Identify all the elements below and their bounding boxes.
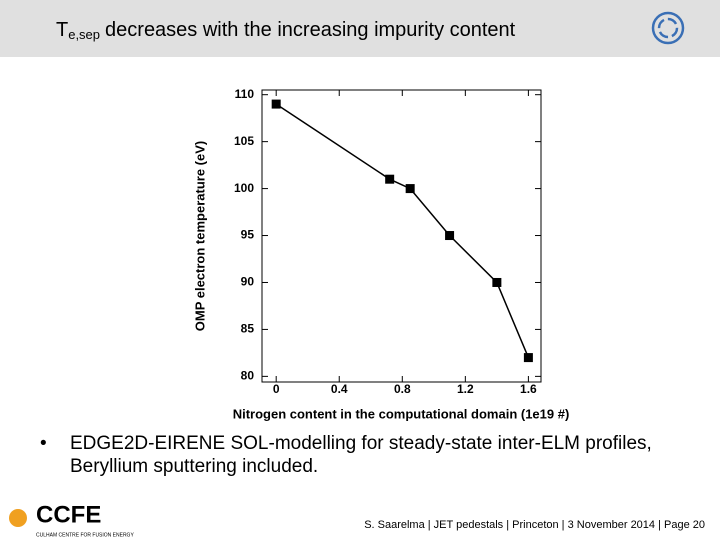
x-tick-label: 0 — [273, 382, 280, 396]
marker — [445, 231, 455, 241]
y-tick-label: 95 — [241, 228, 255, 242]
plot-frame — [261, 89, 542, 383]
logo-subtext: CULHAM CENTRE FOR FUSION ENERGY — [36, 532, 134, 538]
line — [275, 103, 530, 358]
footer-text: S. Saarelma | JET pedestals | Princeton … — [364, 519, 705, 531]
marker — [492, 277, 502, 287]
header-band — [0, 0, 720, 57]
x-axis-label: Nitrogen content in the computational do… — [233, 406, 570, 421]
header-logo — [651, 11, 685, 45]
marker — [523, 353, 533, 363]
title-symbol: T — [56, 19, 68, 41]
y-tick-label: 110 — [235, 87, 255, 101]
marker — [271, 99, 281, 109]
y-tick-label: 80 — [241, 369, 255, 383]
footer-logo: CCFE CULHAM CENTRE FOR FUSION ENERGY — [9, 501, 134, 538]
marker — [385, 174, 395, 184]
marker — [405, 184, 415, 194]
title-text: decreases with the increasing impurity c… — [105, 19, 516, 41]
x-tick-label: 0.8 — [394, 382, 411, 396]
bullet-dot: • — [40, 433, 47, 454]
x-tick-label: 1.6 — [520, 382, 537, 396]
title-subscript: e,sep — [68, 27, 100, 42]
y-tick-label: 90 — [241, 275, 255, 289]
bullet-text: EDGE2D-EIRENE SOL-modelling for steady-s… — [70, 433, 652, 477]
bullet: • EDGE2D-EIRENE SOL-modelling for steady-… — [40, 432, 680, 478]
y-tick-label: 100 — [234, 181, 254, 195]
slide-title: Te,sep decreases with the increasing impu… — [56, 19, 516, 42]
logo-text: CCFE — [36, 501, 101, 528]
y-tick-label: 85 — [241, 322, 255, 336]
x-tick-label: 1.2 — [457, 382, 474, 396]
x-tick-label: 0.4 — [331, 382, 348, 396]
y-tick-label: 105 — [234, 134, 254, 148]
y-axis-label: OMP electron temperature (eV) — [192, 141, 207, 331]
